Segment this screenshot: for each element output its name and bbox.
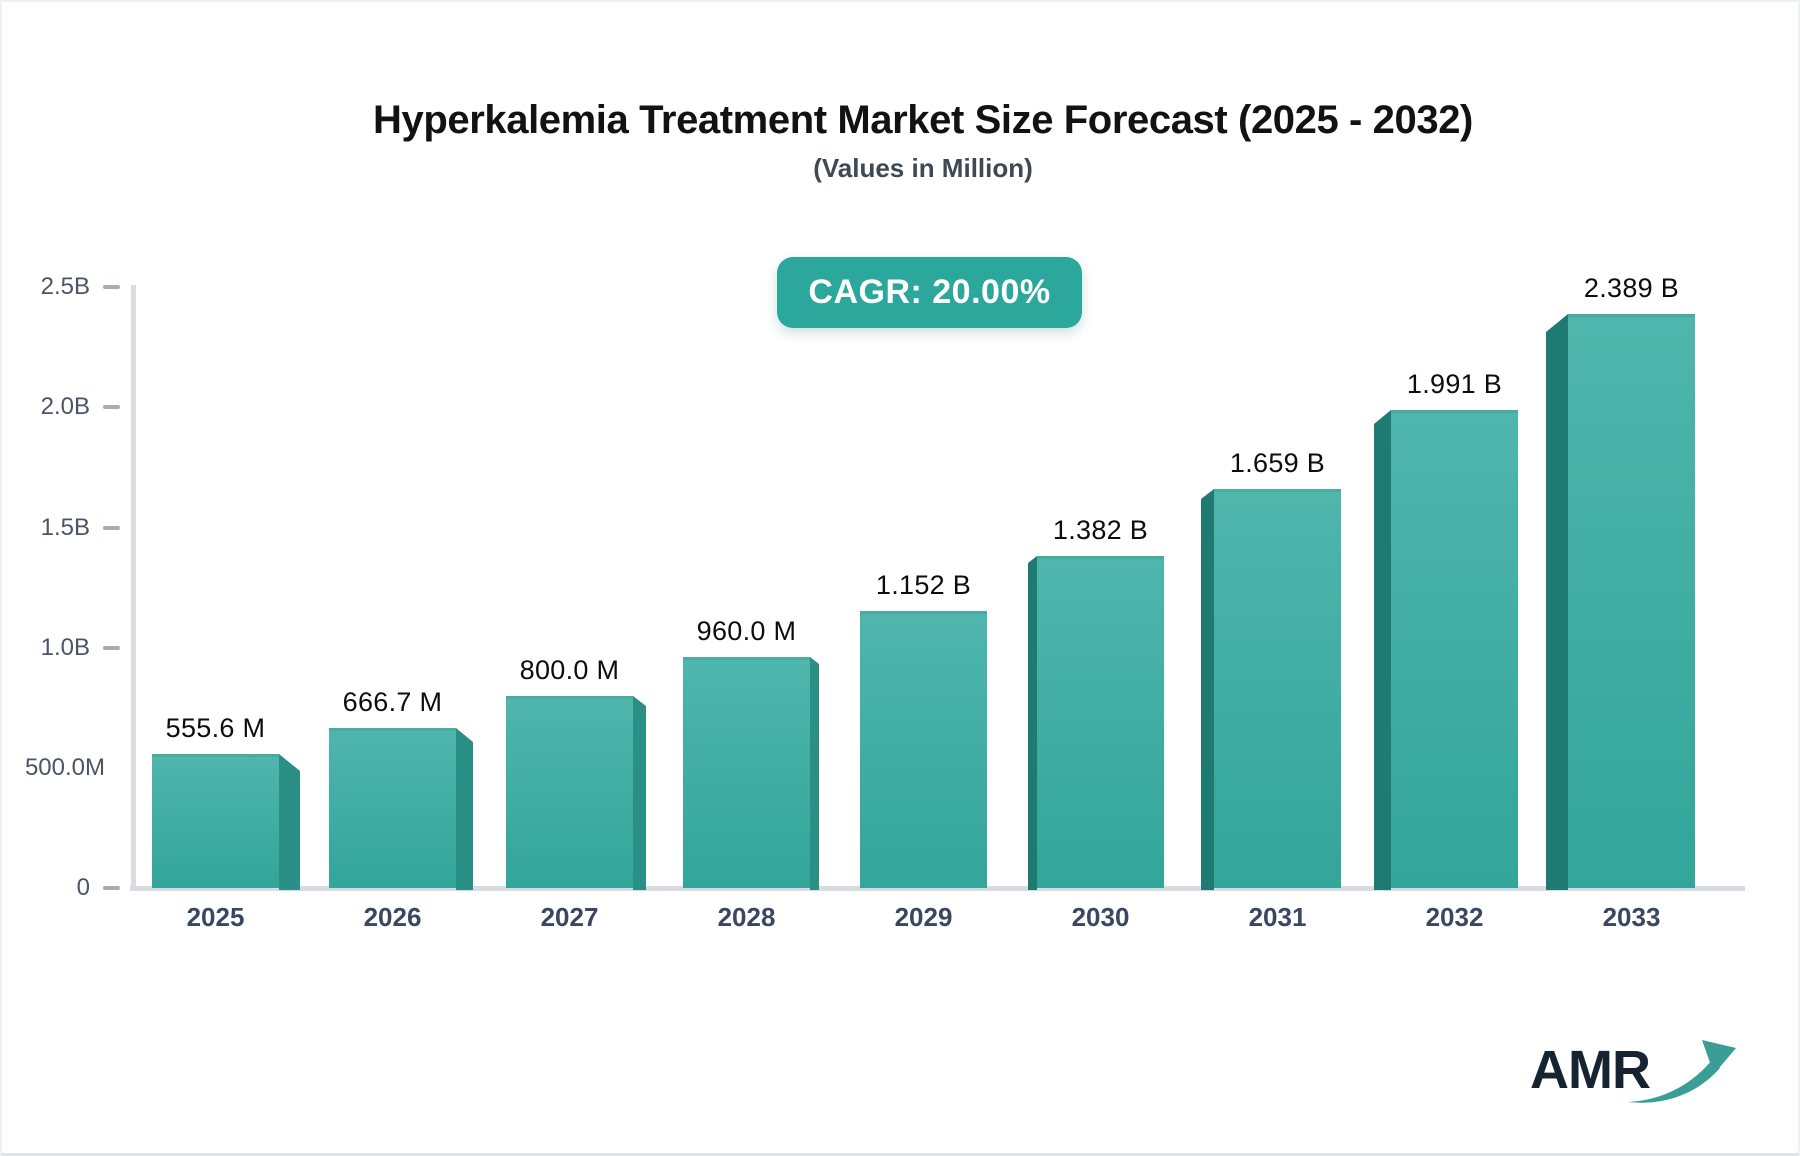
bar-value-label: 2.389 B: [1583, 273, 1680, 303]
bar-side-face: [279, 754, 300, 890]
bar-value-label: 1.382 B: [1052, 515, 1149, 545]
bar-side-face: [1028, 556, 1037, 890]
bar-side-face: [1201, 489, 1214, 890]
bar: [683, 657, 810, 888]
y-axis-tick-mark: [103, 285, 120, 289]
y-axis-tick-label: 1.0B: [40, 634, 90, 661]
chart-title: Hyperkalemia Treatment Market Size Forec…: [373, 98, 1473, 142]
chart-header: Hyperkalemia Treatment Market Size Forec…: [2, 96, 1798, 184]
bar-value-label: 1.152 B: [875, 570, 972, 600]
bar-value-label: 555.6 M: [165, 713, 266, 743]
x-axis-label: 2026: [363, 902, 422, 932]
bar-side-face: [810, 657, 819, 890]
bar: [329, 728, 456, 888]
bar: [152, 754, 279, 888]
amr-logo-text: AMR: [1530, 1040, 1651, 1100]
bar: [1391, 410, 1518, 888]
y-axis-tick-label: 0: [76, 874, 90, 901]
bar: [1214, 489, 1341, 888]
bar-value-label: 666.7 M: [342, 687, 443, 717]
cagr-badge: CAGR: 20.00%: [777, 257, 1082, 328]
y-axis-tick-label: 500.0M: [24, 754, 105, 781]
bar-side-face: [456, 728, 473, 890]
y-axis-tick-mark: [103, 646, 120, 650]
x-axis-label: 2028: [717, 902, 776, 932]
bar: [506, 696, 633, 888]
growth-arrow-icon: [1628, 1040, 1736, 1103]
x-axis-line: [130, 886, 1745, 891]
y-axis-line: [131, 285, 136, 891]
y-axis-tick-label: 2.5B: [40, 273, 90, 300]
bar: [1568, 314, 1695, 888]
x-axis-label: 2031: [1248, 902, 1307, 932]
bar-value-label: 800.0 M: [519, 655, 620, 685]
chart-subtitle: (Values in Million): [813, 153, 1033, 183]
bar: [1037, 556, 1164, 888]
x-axis-label: 2025: [186, 902, 245, 932]
y-axis-tick-mark: [103, 886, 120, 890]
x-axis-label: 2032: [1425, 902, 1484, 932]
amr-logo: AMR: [1530, 1034, 1736, 1118]
bar-value-label: 960.0 M: [696, 616, 797, 646]
bar: [860, 611, 987, 888]
bar-side-face: [1374, 410, 1391, 890]
bar-value-label: 1.991 B: [1406, 369, 1503, 399]
y-axis-tick-label: 2.0B: [40, 393, 90, 420]
y-axis-tick-label: 1.5B: [40, 514, 90, 541]
bar-value-label: 1.659 B: [1229, 448, 1326, 478]
x-axis-label: 2030: [1071, 902, 1130, 932]
bar-side-face: [1546, 314, 1568, 890]
x-axis-label: 2033: [1602, 902, 1661, 932]
y-axis-tick-mark: [103, 526, 120, 530]
bar-side-face: [633, 696, 646, 890]
y-axis-tick-mark: [103, 405, 120, 409]
x-axis-label: 2029: [894, 902, 953, 932]
x-axis-label: 2027: [540, 902, 599, 932]
